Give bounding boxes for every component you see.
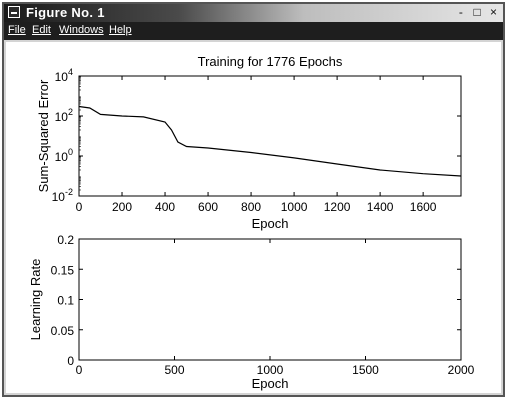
menu-help[interactable]: Help	[109, 24, 132, 36]
plot1-ytick-label: 102	[55, 107, 73, 124]
window-controls: - □ ×	[453, 5, 499, 19]
window-title: Figure No. 1	[26, 5, 105, 20]
close-icon[interactable]: ×	[489, 5, 497, 19]
title-bar[interactable]: Figure No. 1 - □ ×	[4, 4, 503, 22]
plot1-xtick-label: 1400	[367, 200, 394, 214]
plot2-axes-box	[78, 238, 462, 361]
plot1-xtick-label: 1600	[410, 200, 437, 214]
plot1-xlabel: Epoch	[252, 216, 289, 231]
menu-edit[interactable]: Edit	[32, 24, 51, 36]
figure-icon[interactable]	[8, 6, 20, 18]
menu-windows[interactable]: Windows	[59, 24, 104, 36]
figure-window: Figure No. 1 - □ × File Edit Windows Hel…	[2, 2, 505, 397]
plot1-xtick-label: 1200	[324, 200, 351, 214]
plot2-ylabel: Learning Rate	[28, 259, 43, 341]
plot2-xtick-label: 500	[164, 363, 184, 377]
plot2-xtick-label: 2000	[448, 363, 475, 377]
figure-plots: Training for 1776 Epochs Epoch Sum-Squared…	[28, 54, 475, 391]
maximize-icon[interactable]: □	[473, 5, 481, 19]
plot1-axes-box	[78, 75, 462, 197]
plot1-xtick-label: 600	[198, 200, 218, 214]
plot2-ytick-label: 0	[67, 354, 74, 368]
plot2-ytick-label: 0.2	[57, 233, 74, 247]
plot1-ytick-label: 10-2	[52, 187, 73, 204]
plot1-xtick-label: 400	[155, 200, 175, 214]
plot1-ylabel: Sum-Squared Error	[36, 79, 51, 192]
plot1-xtick-label: 200	[112, 200, 132, 214]
plot1-ytick-label: 100	[55, 147, 73, 164]
plot1-xtick-label: 0	[76, 200, 83, 214]
plot2-ytick-label: 0.05	[51, 324, 75, 338]
plot2-ytick-label: 0.15	[51, 263, 75, 277]
plot2-ytick-label: 0.1	[57, 294, 74, 308]
plot2-xtick-label: 1500	[352, 363, 379, 377]
plot2-xtick-label: 0	[76, 363, 83, 377]
plot1-xtick-label: 800	[241, 200, 261, 214]
plot2-xlabel: Epoch	[252, 376, 289, 391]
plot1-xtick-label: 1000	[281, 200, 308, 214]
menu-file[interactable]: File	[8, 24, 26, 36]
plot1-ytick-label: 104	[55, 67, 73, 84]
plot2-xtick-label: 1000	[257, 363, 284, 377]
menu-bar: File Edit Windows Help	[4, 22, 503, 40]
figure-canvas: Training for 1776 Epochs Epoch Sum-Squared…	[6, 42, 501, 393]
plot1-title: Training for 1776 Epochs	[198, 54, 343, 69]
plot1-series-line	[78, 105, 462, 177]
minimize-icon[interactable]: -	[458, 5, 463, 19]
